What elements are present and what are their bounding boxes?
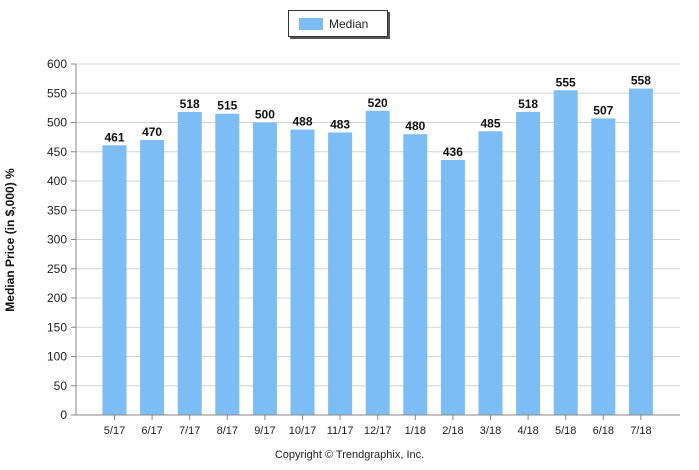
y-tick-label: 300 — [47, 233, 67, 247]
y-tick-label: 50 — [54, 379, 68, 393]
bar — [102, 145, 127, 415]
data-label: 483 — [330, 117, 350, 131]
bar — [328, 132, 353, 415]
x-tick-label: 11/17 — [327, 425, 354, 437]
data-label: 515 — [217, 99, 237, 113]
x-tick-label: 8/17 — [217, 425, 238, 437]
x-tick-label: 3/18 — [480, 425, 501, 437]
bars: 461 470 518 515 500 488 483 520 480 436 485 518 555 5… — [102, 74, 653, 416]
data-label: 436 — [443, 145, 463, 159]
bar — [591, 118, 616, 415]
data-label: 518 — [180, 97, 200, 111]
y-tick-label: 500 — [47, 116, 67, 130]
bar — [553, 90, 578, 415]
bar — [290, 129, 315, 415]
copyright-text: Copyright © Trendgraphix, Inc. — [274, 449, 425, 461]
bar — [365, 110, 390, 416]
bar — [140, 140, 165, 416]
data-label: 500 — [255, 108, 275, 122]
x-tick-label: 12/17 — [364, 425, 392, 437]
y-axis-title: Median Price (in $,000) % — [3, 168, 17, 312]
x-tick-label: 5/17 — [104, 425, 125, 437]
y-tick-label: 0 — [60, 408, 67, 422]
data-label: 520 — [368, 96, 388, 110]
data-label: 488 — [292, 115, 312, 129]
data-label: 485 — [480, 116, 500, 130]
legend: Median — [288, 10, 388, 37]
bar — [478, 131, 503, 415]
legend-label: Median — [329, 17, 369, 31]
y-tick-label: 550 — [47, 86, 67, 100]
x-tick-label: 1/18 — [405, 425, 426, 437]
y-axis: 0 50 100 150 200 250 300 350 400 450 500 550 600 — [47, 57, 77, 422]
bar — [440, 159, 465, 415]
bar — [177, 111, 202, 415]
data-label: 518 — [518, 97, 538, 111]
y-tick-label: 150 — [47, 320, 67, 334]
x-tick-label: 10/17 — [289, 425, 317, 437]
legend-swatch — [299, 18, 323, 30]
bar — [628, 88, 653, 415]
y-tick-label: 250 — [47, 262, 67, 276]
x-tick-label: 6/17 — [141, 425, 162, 437]
data-label: 470 — [142, 125, 162, 139]
data-label: 555 — [556, 75, 576, 89]
y-tick-label: 200 — [47, 291, 67, 305]
x-tick-label: 2/18 — [442, 425, 463, 437]
y-tick-label: 450 — [47, 145, 67, 159]
x-tick-label: 5/18 — [555, 425, 576, 437]
data-label: 558 — [631, 74, 651, 88]
x-tick-label: 9/17 — [254, 425, 275, 437]
y-tick-label: 350 — [47, 203, 67, 217]
y-tick-label: 100 — [47, 350, 67, 364]
x-axis: 5/17 6/17 7/17 8/17 9/17 10/17 11/17 12/17 1/18 2… — [76, 414, 680, 437]
x-tick-label: 7/17 — [179, 425, 200, 437]
x-tick-label: 7/18 — [630, 425, 651, 437]
data-label: 461 — [104, 130, 124, 144]
y-tick-label: 400 — [47, 174, 67, 188]
bar — [516, 111, 541, 415]
y-tick-label: 600 — [47, 57, 67, 71]
bar — [403, 134, 428, 415]
x-tick-label: 6/18 — [593, 425, 614, 437]
bar — [215, 113, 240, 415]
data-label: 507 — [593, 103, 613, 117]
data-label: 480 — [405, 119, 425, 133]
x-tick-label: 4/18 — [517, 425, 538, 437]
bar — [252, 122, 277, 415]
